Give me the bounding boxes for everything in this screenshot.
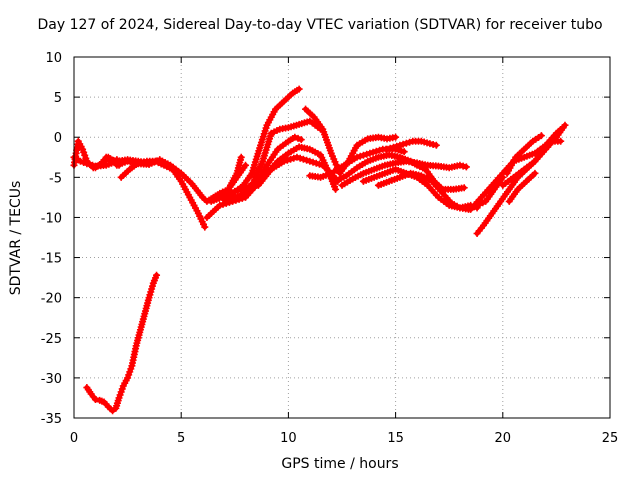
plot-frame — [73, 56, 611, 419]
y-tick-label: -10 — [41, 211, 62, 226]
y-tick-label: 5 — [54, 91, 62, 106]
series-markers — [505, 169, 539, 205]
series-track-5 — [117, 157, 209, 231]
series-markers — [503, 132, 545, 177]
series-markers — [499, 121, 569, 189]
series-track-15 — [338, 157, 470, 189]
y-tick-label: 10 — [45, 51, 62, 66]
series-track-11 — [227, 153, 245, 189]
series-markers — [374, 169, 507, 213]
series-track-17 — [374, 169, 507, 213]
data-series — [70, 85, 569, 415]
y-tick-label: 0 — [54, 131, 62, 146]
series-track-21 — [499, 121, 569, 189]
x-tick-label: 20 — [495, 431, 512, 446]
chart-title: Day 127 of 2024, Sidereal Day-to-day VTE… — [37, 17, 603, 33]
x-tick-label: 10 — [280, 431, 297, 446]
series-markers — [306, 145, 408, 181]
series-markers — [227, 153, 245, 189]
y-axis-label: SDTVAR / TECUs — [8, 180, 24, 296]
series-track-23 — [505, 169, 539, 205]
series-markers — [117, 157, 209, 231]
series-track-18 — [383, 137, 440, 153]
series-track-24 — [83, 271, 161, 415]
x-axis-label: GPS time / hours — [281, 456, 399, 472]
x-tick-label: 15 — [387, 431, 404, 446]
y-tick-label: -30 — [41, 372, 62, 387]
grid-lines — [74, 57, 610, 418]
series-markers — [338, 157, 470, 189]
series-track-10 — [242, 153, 342, 193]
series-markers — [83, 271, 161, 415]
x-tick-label: 0 — [70, 431, 78, 446]
x-tick-label: 25 — [602, 431, 619, 446]
series-track-22 — [503, 132, 545, 177]
series-markers — [383, 137, 440, 153]
y-tick-label: -15 — [41, 252, 62, 267]
y-tick-label: -35 — [41, 412, 62, 427]
y-tick-label: -5 — [49, 171, 62, 186]
x-tick-label: 5 — [177, 431, 185, 446]
y-tick-label: -25 — [41, 332, 62, 347]
axes: 0 5 10 15 20 25 10 5 0 -5 -10 -15 -20 -25 -30 -35 — [41, 51, 619, 446]
y-tick-label: -20 — [41, 292, 62, 307]
